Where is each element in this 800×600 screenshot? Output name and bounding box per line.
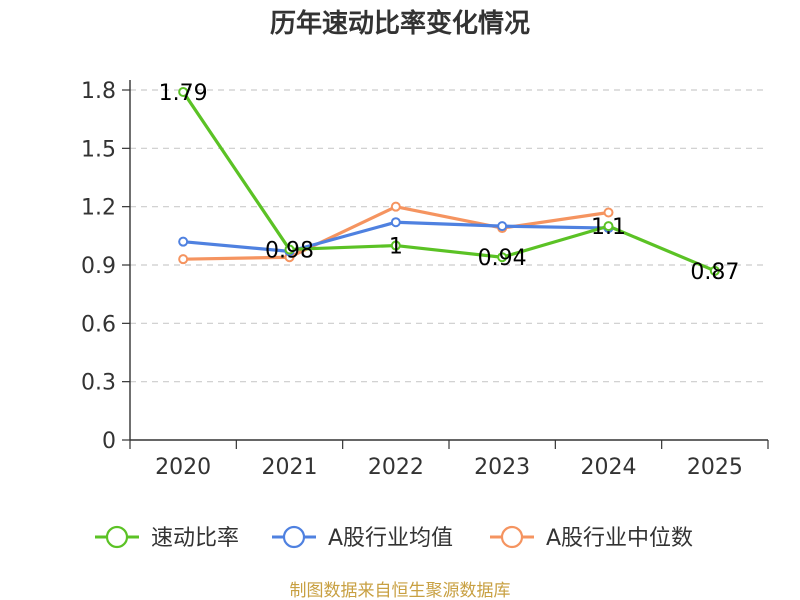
axes: 0 0.3 0.6 0.9 1.2 1.5 1.8 2020 2021 2022 2023 2024 2… bbox=[81, 79, 769, 480]
data-point bbox=[497, 252, 508, 263]
data-label: 0.98 bbox=[265, 238, 314, 263]
data-label: 0.87 bbox=[690, 260, 739, 285]
data-label: 1 bbox=[389, 235, 403, 260]
legend-marker bbox=[105, 525, 129, 549]
legend-marker bbox=[282, 525, 306, 549]
data-point bbox=[178, 236, 189, 247]
y-tick-label: 1.2 bbox=[81, 196, 116, 221]
data-label: 1.1 bbox=[591, 215, 626, 240]
x-tick-label: 2023 bbox=[474, 455, 530, 480]
legend[interactable]: 速动比率 A股行业均值 A股行业中位数 bbox=[95, 525, 693, 551]
y-tick-label: 1.8 bbox=[81, 79, 116, 104]
data-point bbox=[709, 265, 720, 276]
source-note: 制图数据来自恒生聚源数据库 bbox=[290, 581, 511, 600]
data-point bbox=[284, 244, 295, 255]
data-point bbox=[497, 221, 508, 232]
x-tick-label: 2021 bbox=[262, 455, 318, 480]
legend-label: A股行业中位数 bbox=[546, 526, 693, 551]
legend-item[interactable]: A股行业均值 bbox=[272, 525, 453, 551]
data-point bbox=[178, 86, 189, 97]
legend-label: 速动比率 bbox=[151, 526, 239, 551]
data-point bbox=[390, 201, 401, 212]
x-tick-label: 2022 bbox=[368, 455, 424, 480]
series-line bbox=[181, 91, 716, 273]
y-tick-label: 0.3 bbox=[81, 371, 116, 396]
data-point bbox=[390, 240, 401, 251]
data-point bbox=[603, 221, 614, 232]
x-tick-label: 2024 bbox=[581, 455, 637, 480]
y-tick-label: 1.5 bbox=[81, 137, 116, 162]
data-point bbox=[603, 207, 614, 218]
data-label: 1.79 bbox=[159, 81, 208, 106]
data-labels: 1.79 0.98 1 0.94 1.1 0.87 bbox=[159, 81, 740, 285]
y-tick-label: 0.6 bbox=[81, 312, 116, 337]
y-tick-label: 0 bbox=[102, 429, 116, 454]
chart-title: 历年速动比率变化情况 bbox=[270, 8, 530, 39]
grid-lines bbox=[130, 89, 768, 383]
x-tick-label: 2020 bbox=[155, 455, 211, 480]
legend-label: A股行业均值 bbox=[328, 526, 453, 551]
y-tick-label: 0.9 bbox=[81, 254, 116, 279]
data-point bbox=[390, 217, 401, 228]
legend-marker bbox=[500, 525, 524, 549]
legend-item[interactable]: A股行业中位数 bbox=[490, 525, 693, 551]
x-tick-label: 2025 bbox=[687, 455, 743, 480]
data-point bbox=[178, 254, 189, 265]
data-label: 0.94 bbox=[478, 246, 527, 271]
legend-item[interactable]: 速动比率 bbox=[95, 525, 239, 551]
series bbox=[178, 86, 720, 276]
